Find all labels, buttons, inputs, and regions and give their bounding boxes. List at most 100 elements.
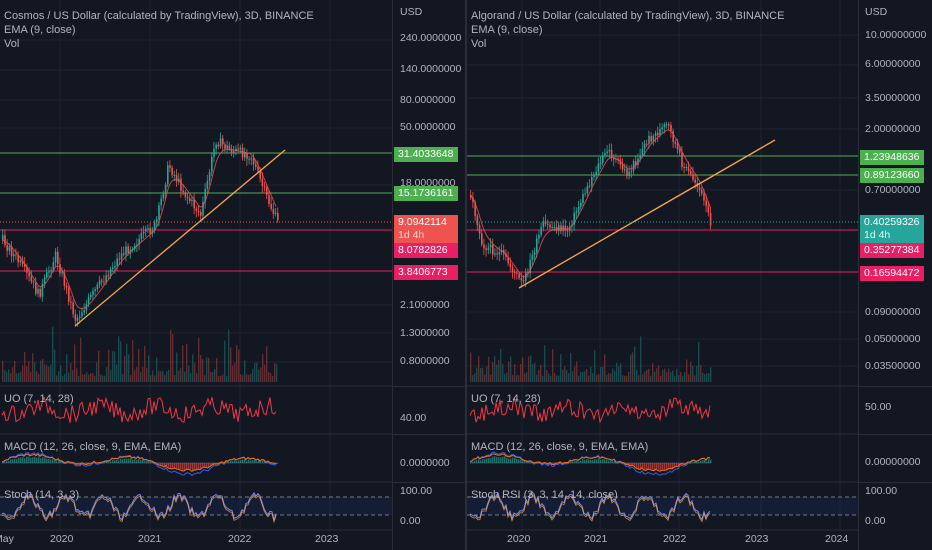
volume-bar [494, 356, 496, 382]
right-price-axis[interactable]: USD 10.00000000 6.00000000 3.50000000 2.… [858, 0, 932, 550]
macd-histogram-bar [564, 463, 566, 464]
volume-bar [96, 362, 98, 382]
left-uo-tick: 40.00 [400, 412, 427, 424]
left-stoch-label[interactable]: Stoch (14, 3, 3) [4, 489, 80, 501]
volume-bar [698, 342, 700, 382]
macd-histogram-bar [124, 458, 126, 463]
candle-body [595, 171, 597, 175]
volume-bar [522, 357, 524, 382]
volume-bar [630, 354, 632, 382]
right-level-badge-red-2: 0.16594472 [860, 266, 924, 281]
volume-bar [210, 372, 212, 382]
right-stoch-label[interactable]: Stoch RSI (3, 3, 14, 14, close) [471, 489, 618, 501]
candle-body [52, 262, 55, 271]
candle-body [533, 252, 536, 255]
left-vol-label[interactable]: Vol [4, 38, 20, 50]
candle-body [639, 154, 641, 159]
macd-histogram-bar [584, 459, 586, 463]
right-price-badge: 0.40259326 1d 4h [860, 215, 924, 245]
candle-body [522, 280, 525, 282]
left-uo-label[interactable]: UO (7, 14, 28) [4, 393, 74, 405]
volume-bar [2, 360, 4, 382]
macd-histogram-bar [200, 463, 202, 470]
macd-histogram-bar [232, 461, 234, 463]
volume-bar [16, 373, 18, 382]
volume-bar [66, 354, 68, 382]
right-uo-label[interactable]: UO (7, 14, 28) [471, 393, 541, 405]
macd-histogram-bar [54, 460, 56, 463]
macd-histogram-bar [580, 460, 582, 463]
candle-body [35, 282, 37, 294]
candle-body [219, 138, 222, 147]
macd-histogram-bar [692, 461, 694, 463]
candle-body [687, 167, 690, 171]
candle-body [694, 179, 696, 183]
candle-body [536, 238, 538, 253]
left-axis-tick: 80.0000000 [400, 94, 456, 106]
macd-histogram-bar [604, 459, 606, 463]
candle-body [153, 222, 156, 231]
macd-histogram-bar [174, 463, 176, 469]
macd-histogram-bar [48, 458, 50, 463]
volume-bar [478, 356, 480, 382]
left-price-axis[interactable]: USD 240.0000000 140.0000000 80.0000000 5… [392, 0, 465, 550]
macd-histogram-bar [196, 463, 198, 470]
macd-histogram-bar [16, 459, 18, 463]
volume-bar [4, 370, 6, 382]
candle-body [70, 301, 72, 303]
volume-bar [682, 375, 684, 382]
macd-histogram-bar [696, 462, 698, 463]
left-level-badge-red-1: 8.0782826 [394, 243, 458, 258]
macd-histogram-bar [518, 459, 520, 463]
candle-body [476, 216, 479, 226]
candle-body [632, 161, 635, 171]
macd-histogram-bar [234, 460, 236, 463]
volume-bar [118, 336, 120, 382]
candle-body [24, 263, 26, 267]
candle-body [127, 246, 129, 254]
candle-body [547, 223, 549, 225]
right-symbol-title[interactable]: Algorand / US Dollar (calculated by Trad… [471, 10, 785, 22]
candle-body [569, 226, 571, 231]
candle-body [628, 171, 630, 177]
volume-bar [94, 375, 96, 382]
macd-histogram-bar [164, 463, 166, 468]
candle-body [540, 227, 542, 235]
volume-bar [678, 374, 680, 382]
left-chart-canvas[interactable] [0, 0, 392, 550]
right-macd-label[interactable]: MACD (12, 26, close, 9, EMA, EMA) [471, 441, 649, 453]
volume-bar [544, 345, 546, 382]
right-time-label-2020: 2020 [507, 533, 531, 545]
macd-histogram-bar [594, 459, 596, 463]
macd-histogram-bar [678, 463, 680, 467]
volume-bar [190, 373, 192, 382]
volume-bar [700, 365, 702, 382]
macd-histogram-bar [474, 460, 476, 463]
right-chart-canvas[interactable] [467, 0, 858, 550]
macd-histogram-bar [108, 462, 110, 463]
left-axis-tick: 0.8000000 [400, 355, 450, 367]
left-ema-label[interactable]: EMA (9, close) [4, 24, 76, 36]
right-vol-label[interactable]: Vol [471, 38, 487, 50]
macd-histogram-bar [524, 461, 526, 463]
candle-body [59, 264, 61, 274]
volume-bar [640, 336, 642, 382]
left-macd-label[interactable]: MACD (12, 26, close, 9, EMA, EMA) [4, 441, 182, 453]
right-ema-label[interactable]: EMA (9, close) [471, 24, 543, 36]
left-chart-pane[interactable]: Cosmos / US Dollar (calculated by Tradin… [0, 0, 465, 550]
volume-bar [516, 374, 518, 382]
candle-body [485, 248, 487, 250]
macd-histogram-bar [178, 463, 180, 470]
volume-bar [626, 375, 628, 382]
candle-body [241, 147, 244, 158]
volume-bar [568, 373, 570, 382]
volume-bar [62, 375, 64, 382]
macd-histogram-bar [228, 462, 230, 463]
macd-histogram-bar [516, 458, 518, 463]
left-symbol-title[interactable]: Cosmos / US Dollar (calculated by Tradin… [4, 10, 314, 22]
volume-bar [692, 365, 694, 382]
candle-body [668, 124, 670, 126]
right-chart-pane[interactable]: Algorand / US Dollar (calculated by Trad… [467, 0, 932, 550]
volume-bar [262, 354, 264, 382]
pane-divider[interactable] [465, 0, 467, 550]
